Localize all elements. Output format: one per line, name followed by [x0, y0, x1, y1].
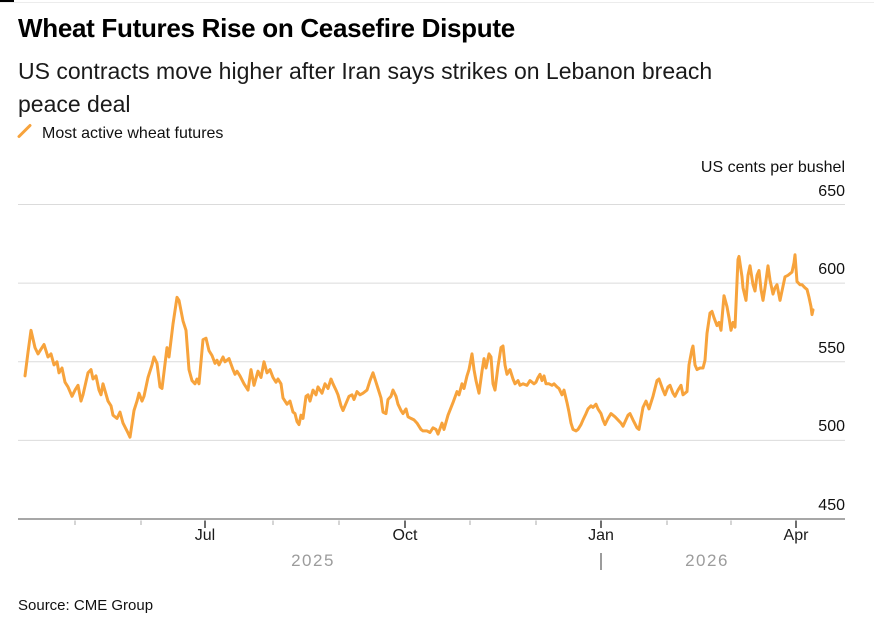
y-axis-tick-label-600: 600	[818, 261, 845, 279]
legend-label: Most active wheat futures	[42, 124, 224, 142]
y-axis-tick-label-650: 650	[818, 182, 845, 200]
chart-legend: Most active wheat futures	[16, 122, 223, 145]
y-axis-tick-label-500: 500	[818, 418, 845, 436]
x-axis-month-label-Jan: Jan	[588, 527, 614, 544]
x-axis-month-label-Oct: Oct	[392, 527, 418, 544]
x-axis-month-label-Jul: Jul	[194, 527, 216, 544]
legend-slash-icon	[16, 122, 34, 145]
chart-subtitle: US contracts move higher after Iran says…	[18, 55, 712, 121]
chart-subtitle-line-2: peace deal	[18, 91, 131, 117]
top-divider-line	[0, 2, 874, 3]
y-axis-unit-label: US cents per bushel	[700, 159, 845, 176]
price-line	[23, 253, 815, 439]
year-separator-tick	[600, 553, 602, 570]
chart-title: Wheat Futures Rise on Ceasefire Dispute	[18, 13, 515, 43]
x-axis-month-label-Apr: Apr	[783, 527, 809, 544]
y-axis-tick-label-450: 450	[818, 497, 845, 514]
y-axis-tick-label-550: 550	[818, 339, 845, 357]
source-note: Source: CME Group	[18, 597, 154, 614]
chart-subtitle-line-1: US contracts move higher after Iran says…	[18, 58, 713, 84]
x-axis-year-label-2025: 2025	[291, 551, 335, 570]
x-axis-year-label-2026: 2026	[685, 551, 729, 570]
top-left-accent-bar	[0, 0, 14, 3]
